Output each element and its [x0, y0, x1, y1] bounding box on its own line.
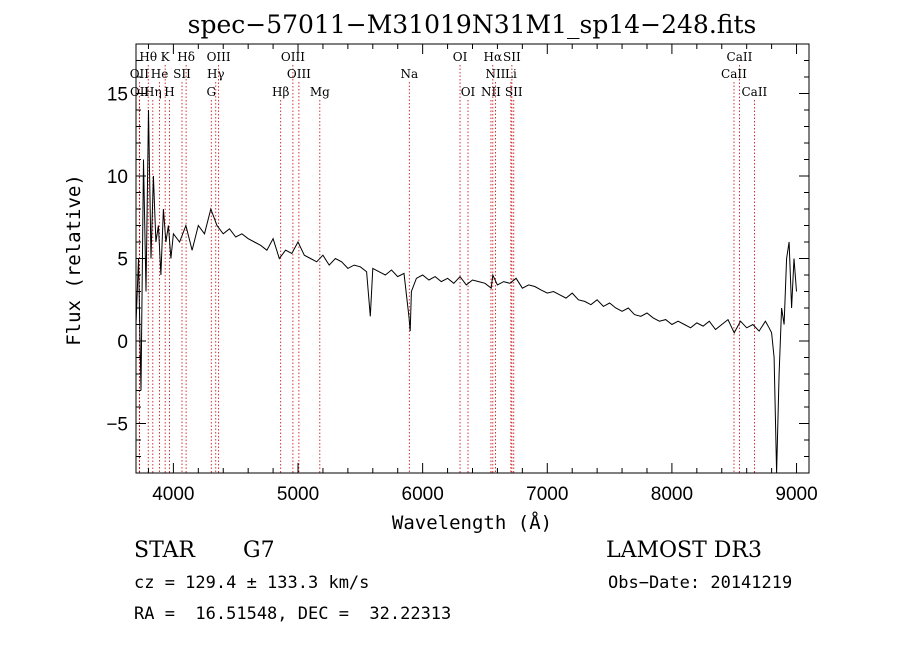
line-label-14: Na — [400, 67, 418, 81]
line-label-13: OIII — [287, 67, 311, 81]
coordinates: RA = 16.51548, DEC = 32.22313 — [134, 604, 452, 624]
y-tick-label-4: 15 — [107, 85, 128, 106]
line-label-18: OII — [130, 85, 150, 99]
line-label-26: SII — [505, 85, 523, 99]
line-label-6: Hα — [484, 50, 503, 64]
y-tick-label-3: 10 — [107, 167, 128, 188]
x-tick-label-2: 6000 — [402, 484, 444, 505]
line-label-16: Li — [505, 67, 517, 81]
line-label-17: CaII — [721, 67, 747, 81]
line-label-12: Hγ — [207, 67, 225, 81]
line-label-9: OII — [130, 67, 150, 81]
line-label-15: NII — [485, 67, 505, 81]
spectral-subclass: G7 — [243, 538, 275, 563]
line-label-27: CaII — [741, 85, 767, 99]
line-label-2: Hδ — [177, 50, 195, 64]
line-label-4: OIII — [281, 50, 305, 64]
x-tick-label-1: 5000 — [277, 484, 319, 505]
emission-line-markers — [138, 65, 755, 473]
line-label-21: G — [206, 85, 216, 99]
line-label-3: OIII — [207, 50, 231, 64]
y-tick-label-2: 5 — [117, 250, 128, 271]
x-tick-label-0: 4000 — [152, 484, 194, 505]
y-tick-label-1: 0 — [117, 332, 128, 353]
line-label-1: K — [161, 50, 171, 64]
redshift-velocity: cz = 129.4 ± 133.3 km/s — [134, 573, 370, 593]
x-tick-label-3: 7000 — [526, 484, 568, 505]
observation-date: Obs−Date: 20141219 — [608, 573, 793, 593]
x-axis-label: Wavelength (Å) — [392, 511, 552, 534]
chart-title: spec−57011−M31019N31M1_sp14−248.fits — [188, 10, 757, 39]
line-label-22: Hβ — [272, 85, 289, 99]
line-label-24: OI — [461, 85, 476, 99]
y-axis-ticks: −5 0 5 10 15 — [106, 43, 809, 457]
spectrum-line — [135, 109, 797, 474]
line-label-5: OI — [453, 50, 468, 64]
survey-name: LAMOST DR3 — [606, 538, 762, 563]
line-label-25: NII — [481, 85, 501, 99]
y-axis-label: Flux (relative) — [63, 174, 85, 346]
plot-frame — [135, 43, 810, 474]
line-label-11: SII — [173, 67, 191, 81]
line-label-23: Mg — [310, 85, 330, 99]
x-tick-label-5: 9000 — [775, 484, 817, 505]
line-label-20: H — [164, 85, 174, 99]
x-tick-label-4: 8000 — [651, 484, 693, 505]
x-axis-ticks: 4000 5000 6000 7000 8000 9000 — [147, 44, 818, 505]
line-label-7: SII — [503, 50, 521, 64]
line-label-8: CaII — [727, 50, 753, 64]
line-label-10: He — [151, 67, 169, 81]
object-class: STAR — [134, 538, 195, 563]
line-label-19: Hη — [144, 85, 162, 99]
line-label-0: Hθ — [139, 50, 157, 64]
y-tick-label-0: −5 — [106, 415, 128, 436]
